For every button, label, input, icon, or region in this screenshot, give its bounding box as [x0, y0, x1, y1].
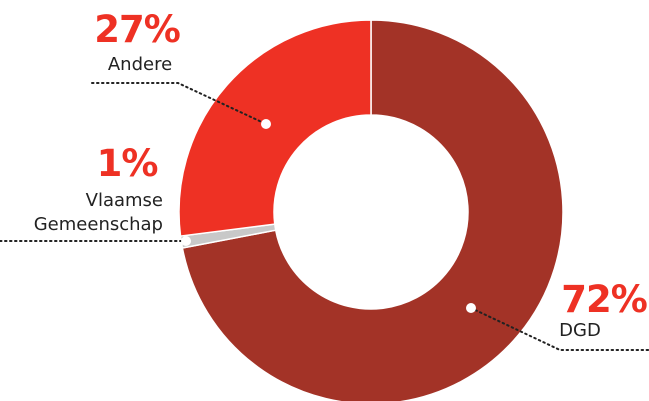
- anchor-dot-andere: [261, 119, 271, 129]
- anchor-dot-vlaamse-gemeenschap: [181, 236, 191, 246]
- dgd-label: DGD: [559, 320, 601, 341]
- leader-lines: [0, 82, 649, 351]
- slice-andere: [178, 19, 372, 237]
- donut-slices: [178, 19, 564, 401]
- vlaamse-gemeenschap-label-line1: Vlaamse: [86, 190, 163, 211]
- leader-andere: [91, 82, 267, 125]
- andere-percent: 27%: [94, 8, 180, 51]
- vlaamse-gemeenschap-label-line2: Gemeenschap: [34, 214, 163, 235]
- anchor-dot-dgd: [466, 303, 476, 313]
- dgd-percent: 72%: [561, 278, 647, 321]
- vlaamse-gemeenschap-percent: 1%: [97, 142, 158, 185]
- andere-label: Andere: [108, 54, 172, 75]
